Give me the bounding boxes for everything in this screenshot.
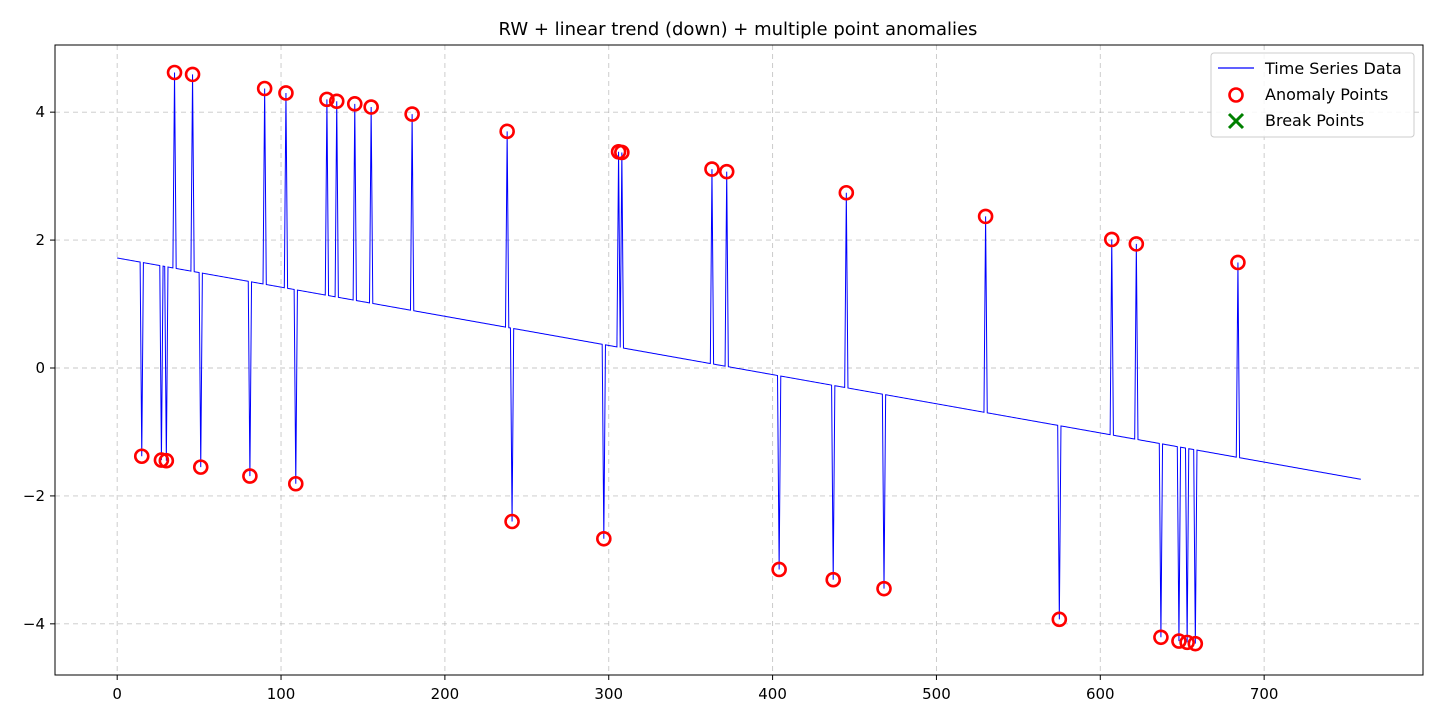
anomaly-point [876,580,892,597]
anomaly-point [499,123,515,140]
anomaly-point [1187,635,1204,652]
x-tick-label: 100 [267,685,296,703]
anomaly-point [838,184,855,201]
chart-title: RW + linear trend (down) + multiple poin… [499,19,978,40]
anomaly-point [977,208,994,225]
anomaly-point [718,163,735,180]
y-tick-label: 0 [35,359,45,377]
anomaly-point [1153,629,1169,646]
x-tick-label: 500 [922,685,951,703]
x-tick-label: 0 [112,685,122,703]
anomaly-point [1051,611,1068,628]
y-tick-label: 4 [35,103,45,121]
anomaly-point [1128,236,1145,252]
legend-anomaly-swatch [1228,87,1244,103]
anomaly-point [704,161,720,177]
anomaly-point [184,66,201,83]
anomaly-point [328,93,345,110]
x-tick-label: 200 [431,685,460,703]
anomaly-point [404,106,420,122]
anomaly-point [319,91,335,108]
legend-label-anomaly: Anomaly Points [1265,85,1388,104]
anomaly-point [614,144,630,161]
anomaly-point [287,475,304,492]
y-tick-label: −2 [23,487,45,505]
x-tick-label: 600 [1086,685,1115,703]
anomaly-point [166,64,183,81]
anomaly-point [596,530,612,547]
anomaly-point [1230,254,1246,271]
legend-label-series: Time Series Data [1264,59,1402,78]
anomaly-point [278,85,294,101]
legend-box [1210,52,1415,138]
anomaly-point [242,468,258,484]
anomaly-point [1171,633,1187,649]
anomaly-point [504,513,520,530]
y-tick-label: −4 [23,615,45,633]
anomaly-point [1103,231,1120,248]
legend-label-break: Break Points [1265,111,1364,130]
y-axis: −4 −2 0 2 4 [23,103,55,633]
anomaly-point [1179,634,1195,651]
plot-frame [54,44,1424,676]
legend-break-swatch [1227,112,1245,130]
anomaly-point [346,96,363,112]
anomaly-point [158,452,175,469]
x-axis: 0 100 200 300 400 500 600 700 [112,675,1278,703]
anomaly-point [825,571,842,588]
anomaly-point [363,99,379,115]
anomaly-point [133,448,150,465]
x-tick-label: 300 [594,685,623,703]
time-series-line [117,72,1361,644]
plot-area [117,64,1361,652]
anomaly-point [256,80,273,97]
legend: Time Series Data Anomaly Points Break Po… [1210,52,1415,138]
x-tick-label: 700 [1250,685,1279,703]
anomaly-point [771,561,787,578]
x-tick-label: 400 [758,685,787,703]
y-tick-label: 2 [35,231,45,249]
anomaly-point [192,459,209,475]
